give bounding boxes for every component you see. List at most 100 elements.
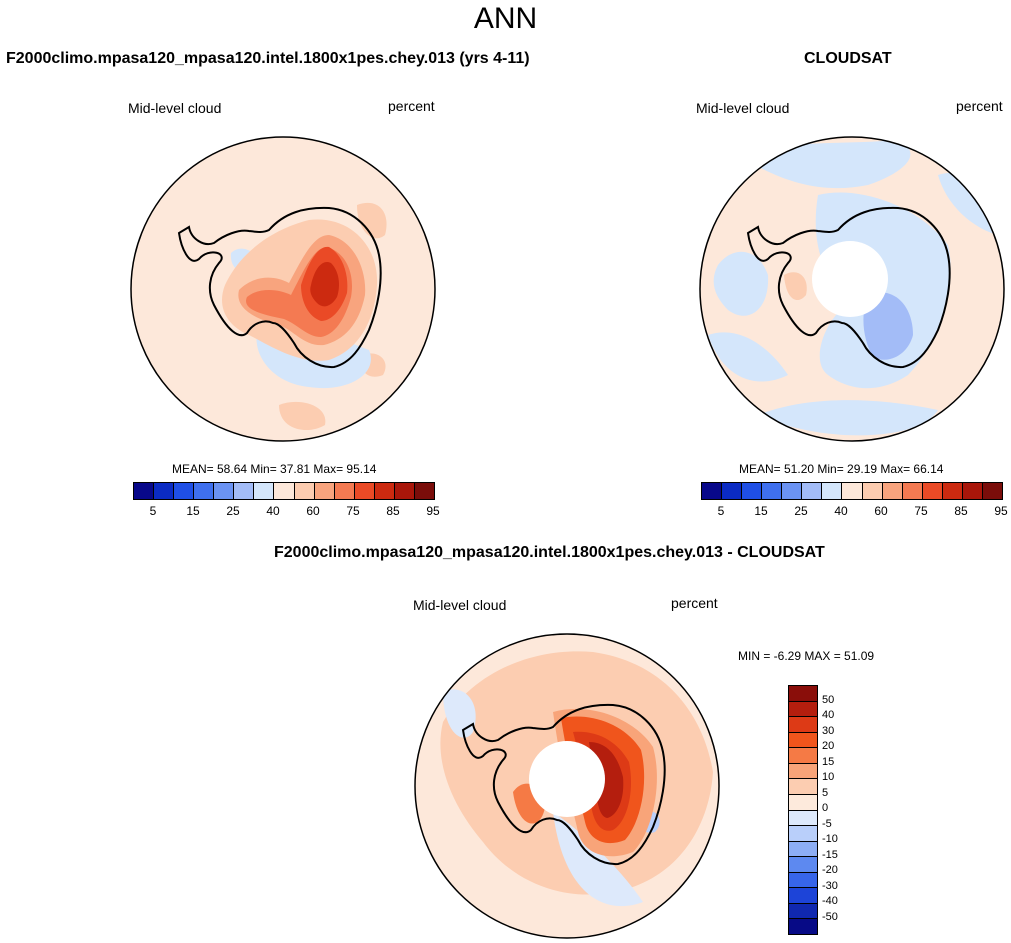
colorbar-swatch — [334, 483, 355, 499]
obs-field-blue-northeast — [938, 173, 998, 235]
colorbar-swatch — [882, 483, 903, 499]
colorbar-swatch — [789, 717, 817, 733]
colorbar-swatch — [789, 841, 817, 858]
colorbar-swatch — [962, 483, 983, 499]
colorbar-tick-label: -50 — [822, 910, 838, 923]
model-stats: MEAN= 58.64 Min= 37.81 Max= 95.14 — [172, 462, 377, 476]
colorbar-swatch — [789, 794, 817, 811]
colorbar-swatch — [922, 483, 943, 499]
colorbar-tick-label: 15 — [754, 504, 768, 518]
main-title: ANN — [473, 2, 538, 35]
model-field-light — [357, 202, 387, 239]
colorbar-tick-label: 95 — [994, 504, 1008, 518]
obs-polar-map — [699, 136, 1005, 442]
model-colorbar-ticks: 5 15 25 40 60 75 85 95 — [133, 504, 440, 520]
colorbar-tick-label: -10 — [822, 833, 838, 845]
diff-colorbar-labels: 50 40 30 20 15 10 5 0 -5 -10 -15 -20 -30 -40 -50 — [822, 685, 862, 933]
colorbar-swatch — [789, 779, 817, 795]
obs-field-blue-south — [758, 400, 938, 436]
colorbar-tick-label: -15 — [822, 848, 838, 861]
colorbar-tick-label: 75 — [346, 504, 360, 518]
obs-units-label: percent — [956, 98, 1003, 114]
colorbar-tick-label: 25 — [226, 504, 240, 518]
colorbar-swatch — [702, 483, 723, 499]
obs-field-blue-west — [713, 251, 769, 316]
colorbar-tick-label: 30 — [822, 724, 835, 737]
obs-variable-label: Mid-level cloud — [696, 100, 790, 116]
colorbar-swatch — [314, 483, 335, 499]
obs-field-blue-southwest — [708, 332, 788, 382]
colorbar-swatch — [789, 919, 817, 934]
colorbar-swatch — [394, 483, 415, 499]
colorbar-tick-label: 15 — [186, 504, 200, 518]
obs-field-midblue — [863, 292, 913, 360]
colorbar-swatch — [902, 483, 923, 499]
colorbar-swatch — [154, 483, 175, 499]
colorbar-swatch — [789, 686, 817, 702]
colorbar-swatch — [982, 483, 1002, 499]
diff-colorbar — [788, 685, 818, 935]
model-panel-title: F2000climo.mpasa120_mpasa120.intel.1800x… — [6, 50, 530, 67]
colorbar-tick-label: 75 — [914, 504, 928, 518]
colorbar-tick-label: 85 — [386, 504, 400, 518]
colorbar-swatch — [274, 483, 295, 499]
colorbar-tick-label: -5 — [822, 817, 832, 830]
colorbar-tick-label: 50 — [822, 693, 835, 706]
colorbar-swatch — [789, 732, 817, 749]
obs-colorbar-ticks: 5 15 25 40 60 75 85 95 — [701, 504, 1008, 520]
colorbar-tick-label: 60 — [306, 504, 320, 518]
colorbar-swatch — [234, 483, 255, 499]
model-polar-map — [130, 136, 436, 442]
diff-coastline — [461, 703, 666, 866]
colorbar-swatch — [789, 748, 817, 764]
colorbar-swatch — [842, 483, 863, 499]
colorbar-tick-label: 60 — [874, 504, 888, 518]
colorbar-swatch — [789, 888, 817, 904]
obs-pole-mask — [812, 241, 888, 317]
colorbar-tick-label: 40 — [834, 504, 848, 518]
diff-pole-mask — [529, 741, 605, 817]
colorbar-swatch — [862, 483, 883, 499]
colorbar-tick-label: 10 — [822, 771, 835, 783]
colorbar-tick-label: 0 — [822, 802, 829, 814]
colorbar-swatch — [254, 483, 275, 499]
colorbar-swatch — [789, 763, 817, 780]
colorbar-swatch — [789, 857, 817, 873]
colorbar-swatch — [134, 483, 155, 499]
colorbar-swatch — [294, 483, 315, 499]
colorbar-swatch — [822, 483, 843, 499]
colorbar-swatch — [194, 483, 215, 499]
colorbar-swatch — [789, 903, 817, 920]
obs-field-peach — [784, 272, 807, 301]
colorbar-tick-label: 25 — [794, 504, 808, 518]
diff-map-border — [414, 633, 720, 939]
colorbar-swatch — [789, 872, 817, 889]
obs-panel-title: CLOUDSAT — [804, 50, 892, 67]
colorbar-tick-label: 20 — [822, 740, 835, 752]
model-field-darkred — [310, 261, 339, 307]
colorbar-tick-label: 5 — [149, 504, 157, 518]
obs-colorbar — [701, 482, 1003, 500]
model-field-light-south — [279, 401, 326, 431]
model-map-border — [130, 136, 436, 442]
diff-stats: MIN = -6.29 MAX = 51.09 — [738, 649, 875, 663]
colorbar-swatch — [789, 701, 817, 718]
colorbar-tick-label: -30 — [822, 879, 838, 892]
obs-map-border — [699, 136, 1005, 442]
colorbar-tick-label: 40 — [266, 504, 280, 518]
colorbar-tick-label: 15 — [822, 755, 835, 768]
colorbar-swatch — [762, 483, 783, 499]
colorbar-swatch — [942, 483, 963, 499]
colorbar-tick-label: 85 — [954, 504, 968, 518]
colorbar-swatch — [354, 483, 375, 499]
colorbar-swatch — [742, 483, 763, 499]
diff-units-label: percent — [671, 595, 718, 611]
colorbar-tick-label: -20 — [822, 864, 838, 876]
colorbar-swatch — [789, 810, 817, 827]
obs-stats: MEAN= 51.20 Min= 29.19 Max= 66.14 — [739, 462, 944, 476]
model-units-label: percent — [388, 98, 435, 114]
colorbar-swatch — [374, 483, 395, 499]
obs-coastline — [746, 206, 951, 369]
colorbar-swatch — [722, 483, 743, 499]
model-colorbar — [133, 482, 435, 500]
